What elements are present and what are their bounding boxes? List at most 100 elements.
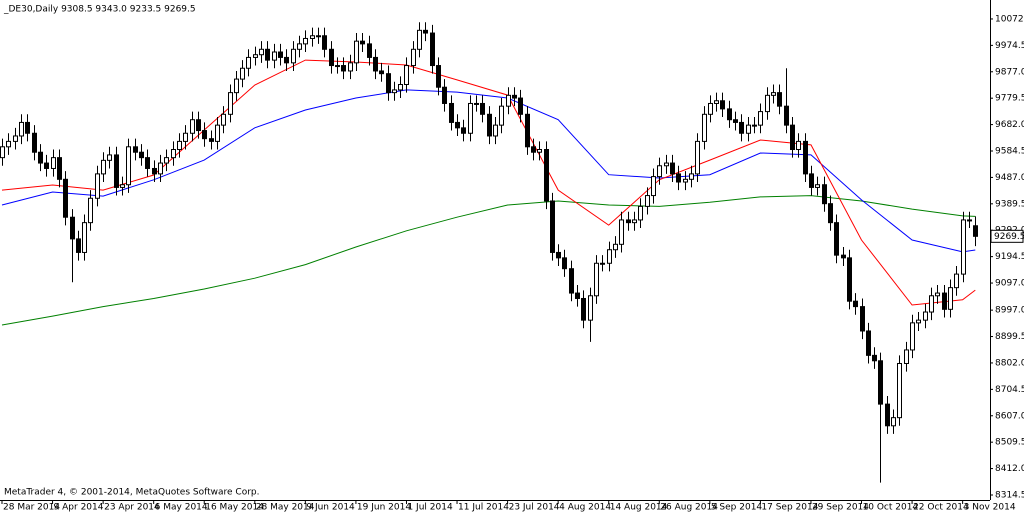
candle-body bbox=[777, 92, 782, 107]
candle-body bbox=[638, 205, 643, 221]
y-tick-label: 8314.5 bbox=[995, 490, 1024, 500]
candle-body bbox=[133, 146, 138, 153]
candle-body bbox=[0, 146, 5, 159]
candle-body bbox=[916, 319, 921, 324]
candle-body bbox=[803, 140, 808, 175]
candle-body bbox=[38, 151, 43, 164]
candle-body bbox=[973, 225, 978, 237]
candle-body bbox=[272, 51, 277, 61]
x-tick-label: 14 Aug 2014 bbox=[610, 503, 668, 513]
x-tick-label: 5 Sep 2014 bbox=[711, 503, 763, 513]
candle-body bbox=[13, 135, 18, 142]
candle-body bbox=[278, 51, 283, 58]
candle-body bbox=[183, 132, 188, 142]
candle-body bbox=[171, 149, 176, 159]
candle-body bbox=[885, 403, 890, 427]
candle-body bbox=[430, 32, 435, 67]
candle-body bbox=[215, 124, 220, 142]
y-tick-label: 9487.0 bbox=[995, 173, 1024, 183]
candle-body bbox=[657, 165, 662, 178]
x-tick-label: 22 Oct 2014 bbox=[913, 503, 969, 513]
moving-average bbox=[1, 195, 976, 326]
candle-body bbox=[752, 124, 757, 127]
x-tick-label: 10 Oct 2014 bbox=[863, 503, 919, 513]
candle-body bbox=[822, 184, 827, 205]
candle-body bbox=[860, 306, 865, 332]
x-tick-label: 23 Apr 2014 bbox=[104, 503, 160, 513]
y-tick-label: 9584.5 bbox=[995, 147, 1024, 157]
candle-body bbox=[6, 140, 11, 148]
candle-body bbox=[531, 146, 536, 153]
candle-body bbox=[25, 121, 30, 134]
candle-body bbox=[581, 297, 586, 321]
x-tick-label: 11 Jul 2014 bbox=[458, 503, 509, 513]
candle-body bbox=[733, 119, 738, 123]
candle-body bbox=[240, 67, 245, 80]
candle-body bbox=[76, 238, 81, 253]
candle-body bbox=[322, 35, 327, 50]
price-label-box bbox=[990, 229, 1024, 243]
candle-body bbox=[19, 121, 24, 137]
x-tick-label: 9 Apr 2014 bbox=[54, 503, 104, 513]
candle-body bbox=[739, 121, 744, 134]
x-tick-label: 4 Aug 2014 bbox=[559, 503, 611, 513]
candle-body bbox=[594, 262, 599, 297]
candle-body bbox=[619, 219, 624, 245]
candle-body bbox=[335, 65, 340, 68]
candle-body bbox=[841, 254, 846, 259]
candle-body bbox=[120, 184, 125, 188]
candle-body bbox=[158, 162, 163, 175]
candle-body bbox=[866, 330, 871, 356]
candle-body bbox=[765, 94, 770, 113]
candle-body bbox=[569, 268, 574, 294]
candle-body bbox=[651, 176, 656, 197]
candle-body bbox=[525, 113, 530, 148]
candle-body bbox=[670, 162, 675, 175]
y-tick-label: 8509.5 bbox=[995, 438, 1024, 448]
candle-body bbox=[714, 100, 719, 104]
candle-body bbox=[702, 113, 707, 142]
x-tick-label: 3 Nov 2014 bbox=[964, 503, 1016, 513]
candle-body bbox=[506, 94, 511, 107]
candle-body bbox=[392, 89, 397, 94]
candle-body bbox=[310, 35, 315, 39]
x-tick-label: 29 Sep 2014 bbox=[812, 503, 869, 513]
candle-body bbox=[126, 146, 131, 186]
candle-body bbox=[461, 127, 466, 134]
y-tick-label: 9389.5 bbox=[995, 199, 1024, 209]
y-tick-label: 8412.0 bbox=[995, 464, 1024, 474]
x-tick-label: 19 Jun 2014 bbox=[357, 503, 411, 513]
candle-body bbox=[177, 140, 182, 151]
candle-body bbox=[303, 37, 308, 45]
candle-body bbox=[44, 162, 49, 169]
candle-body bbox=[683, 178, 688, 183]
candle-body bbox=[379, 70, 384, 75]
candle-body bbox=[550, 200, 555, 253]
candle-body bbox=[695, 140, 700, 175]
candle-body bbox=[51, 157, 56, 169]
candle-body bbox=[929, 295, 934, 313]
candle-body bbox=[537, 149, 542, 153]
plot-area bbox=[0, 22, 978, 483]
x-tick-label: 6 May 2014 bbox=[155, 503, 208, 513]
candle-body bbox=[449, 102, 454, 123]
candle-body bbox=[758, 111, 763, 126]
candle-body bbox=[360, 40, 365, 45]
y-tick-label: 9682.0 bbox=[995, 120, 1024, 130]
candle-body bbox=[815, 184, 820, 188]
y-tick-label: 8607.0 bbox=[995, 411, 1024, 421]
candle-body bbox=[746, 124, 751, 134]
price-label: 9269.5 bbox=[994, 232, 1024, 242]
candle-body bbox=[948, 287, 953, 310]
candle-body bbox=[436, 65, 441, 88]
candle-body bbox=[373, 56, 378, 72]
candle-body bbox=[771, 92, 776, 96]
candle-body bbox=[626, 219, 631, 224]
candle-body bbox=[480, 102, 485, 115]
candle-body bbox=[487, 113, 492, 137]
candle-body bbox=[221, 113, 226, 126]
candle-body bbox=[164, 157, 169, 164]
candle-body bbox=[664, 162, 669, 167]
